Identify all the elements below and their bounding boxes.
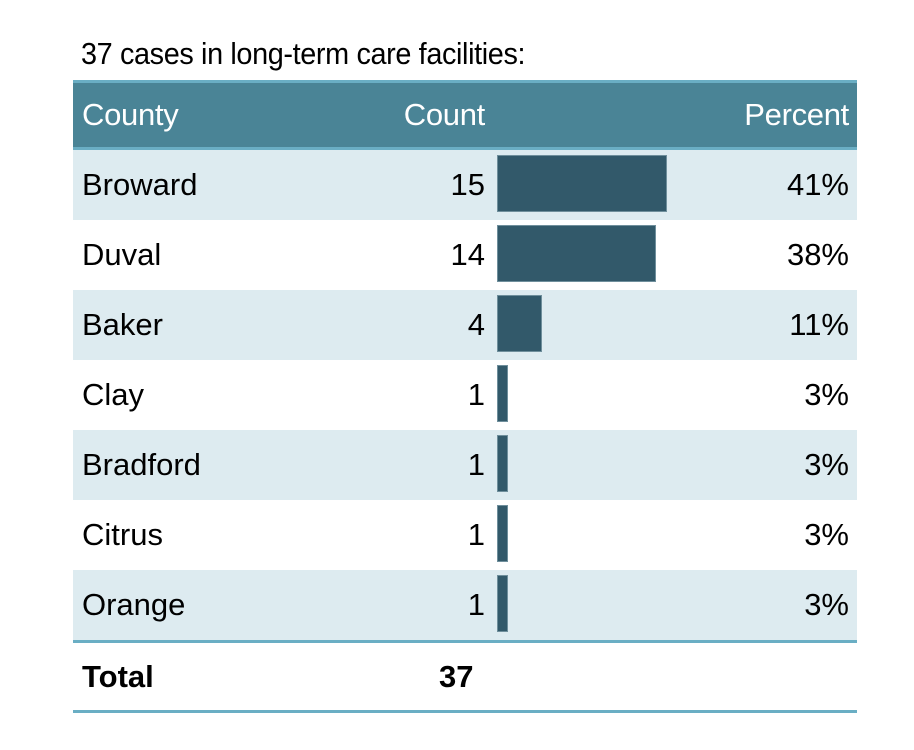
count-value: 4: [467, 307, 485, 342]
count-value: 1: [467, 587, 485, 622]
county-cases-table: County Count Percent Broward 15 41% Duval 14…: [73, 80, 857, 713]
percent-value: 41%: [786, 167, 849, 202]
header-percent: Percent: [744, 97, 849, 132]
count-bar: [497, 225, 656, 282]
table-row: Broward 15 41%: [73, 150, 857, 220]
table-body: Broward 15 41% Duval 14 38% Baker 4 11% Clay 1 3% Br…: [73, 150, 857, 640]
count-bar: [497, 295, 542, 352]
count-value: 15: [450, 167, 485, 202]
table-row: Duval 14 38%: [73, 220, 857, 290]
table-title: 37 cases in long-term care facilities:: [81, 36, 526, 71]
percent-value: 3%: [804, 517, 849, 552]
county-name: Baker: [82, 307, 163, 342]
table-row: Bradford 1 3%: [73, 430, 857, 500]
count-value: 14: [450, 237, 485, 272]
county-name: Broward: [82, 167, 198, 202]
count-value: 1: [467, 447, 485, 482]
count-bar: [497, 155, 667, 212]
county-name: Citrus: [82, 517, 163, 552]
table-row: Orange 1 3%: [73, 570, 857, 640]
percent-value: 38%: [786, 237, 849, 272]
bottom-divider: [73, 710, 857, 713]
header-count: Count: [403, 97, 486, 132]
table-row: Baker 4 11%: [73, 290, 857, 360]
county-name: Bradford: [82, 447, 201, 482]
table-row: Clay 1 3%: [73, 360, 857, 430]
total-divider: [73, 640, 857, 643]
total-row: Total 37: [73, 643, 857, 710]
count-bar: [497, 575, 508, 632]
county-name: Orange: [82, 587, 186, 622]
percent-value: 3%: [804, 377, 849, 412]
count-bar: [497, 505, 508, 562]
county-name: Clay: [82, 377, 145, 412]
header-county: County: [82, 97, 179, 132]
table-row: Citrus 1 3%: [73, 500, 857, 570]
count-value: 1: [467, 377, 485, 412]
table-header: County Count Percent: [73, 80, 857, 150]
count-bar: [497, 365, 508, 422]
county-name: Duval: [82, 237, 162, 272]
percent-value: 3%: [804, 587, 849, 622]
count-value: 1: [467, 517, 485, 552]
total-count: 37: [439, 658, 474, 694]
percent-value: 3%: [804, 447, 849, 482]
total-label: Total: [82, 658, 154, 694]
percent-value: 11%: [789, 307, 849, 342]
count-bar: [497, 435, 508, 492]
